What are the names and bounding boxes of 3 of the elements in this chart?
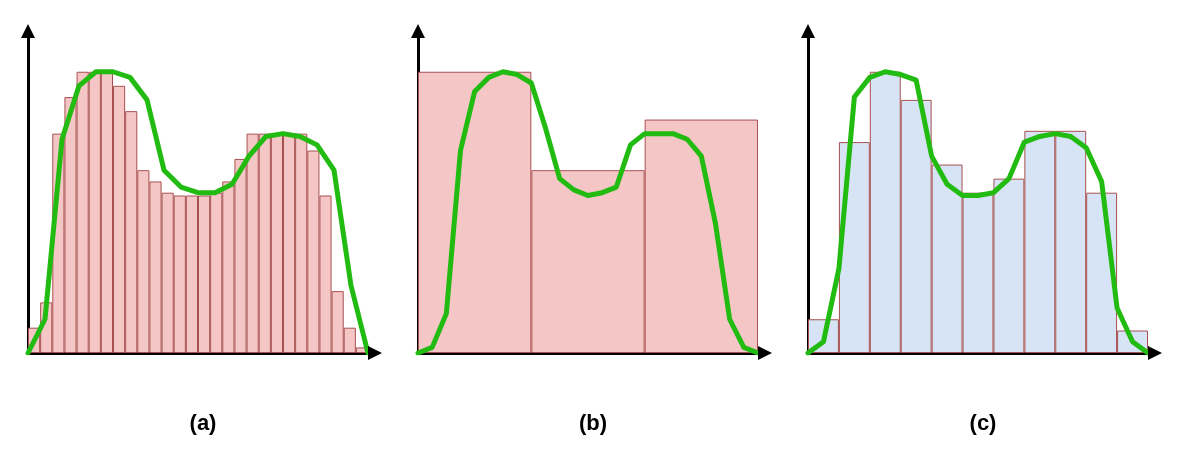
text: (b) [578, 409, 608, 435]
text: (c) [969, 409, 997, 435]
text: (a) [189, 409, 217, 435]
